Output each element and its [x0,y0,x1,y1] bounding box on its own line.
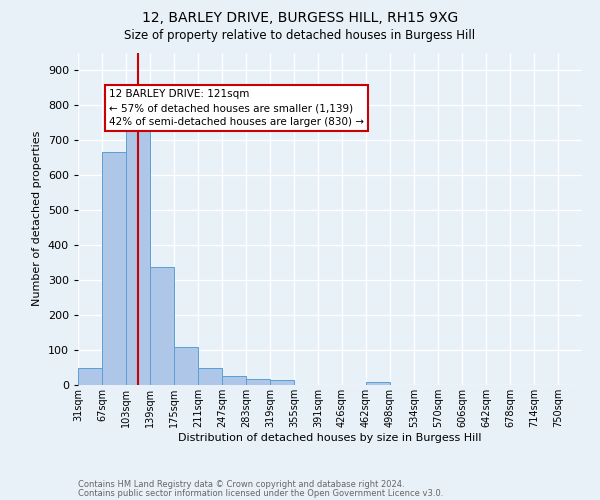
Text: Contains HM Land Registry data © Crown copyright and database right 2024.: Contains HM Land Registry data © Crown c… [78,480,404,489]
Bar [150,266,174,385]
Bar [198,368,222,385]
Bar [246,378,270,385]
Bar [222,376,246,385]
Y-axis label: Number of detached properties: Number of detached properties [32,131,42,306]
Bar [366,382,390,385]
Bar [174,347,198,385]
Text: 12, BARLEY DRIVE, BURGESS HILL, RH15 9XG: 12, BARLEY DRIVE, BURGESS HILL, RH15 9XG [142,11,458,25]
Bar [270,380,294,385]
Text: 12 BARLEY DRIVE: 121sqm
← 57% of detached houses are smaller (1,139)
42% of semi: 12 BARLEY DRIVE: 121sqm ← 57% of detache… [109,89,364,127]
X-axis label: Distribution of detached houses by size in Burgess Hill: Distribution of detached houses by size … [178,432,482,442]
Text: Size of property relative to detached houses in Burgess Hill: Size of property relative to detached ho… [124,28,476,42]
Bar [78,368,102,385]
Bar [126,122,150,385]
Bar [102,152,126,385]
Text: Contains public sector information licensed under the Open Government Licence v3: Contains public sector information licen… [78,488,443,498]
